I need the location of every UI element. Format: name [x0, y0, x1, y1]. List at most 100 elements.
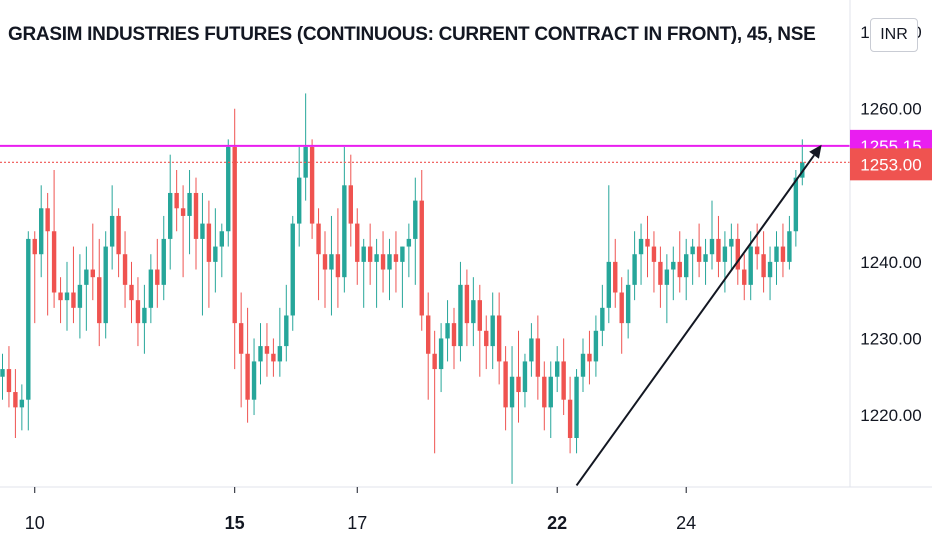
candle — [529, 323, 534, 377]
candle — [374, 238, 379, 308]
candle-body — [677, 261, 682, 278]
candle — [754, 223, 760, 270]
candle — [580, 338, 586, 393]
candle-body — [290, 223, 295, 316]
candle — [703, 238, 708, 285]
price-tick-label: 1230.00 — [860, 329, 921, 348]
candle-body — [574, 376, 579, 438]
candle-body — [271, 353, 276, 362]
candle — [632, 231, 637, 301]
candle — [464, 269, 470, 347]
candle-body — [32, 238, 37, 255]
candle — [593, 315, 599, 377]
candle — [19, 384, 25, 431]
candle-body — [651, 246, 657, 262]
candle-body — [464, 284, 470, 324]
candle-body — [793, 177, 799, 232]
candle — [742, 254, 747, 301]
candle — [542, 361, 547, 431]
candle-body — [703, 254, 708, 262]
candle-body — [561, 361, 566, 400]
candle-body — [754, 246, 760, 255]
candle — [438, 323, 444, 393]
candle-body — [664, 269, 670, 285]
candle — [277, 307, 283, 377]
candle-body — [193, 192, 199, 239]
candle — [51, 169, 57, 308]
candle-body — [97, 277, 102, 324]
candle — [658, 246, 663, 308]
candle — [735, 223, 740, 285]
candle-body — [232, 147, 237, 324]
candle-body — [13, 392, 18, 408]
candle-body — [400, 246, 405, 262]
candle-body — [722, 246, 728, 262]
candle — [180, 185, 186, 278]
time-tick-label: 10 — [25, 513, 45, 533]
candle-body — [387, 254, 392, 270]
candle — [39, 185, 44, 278]
candle-body — [361, 246, 366, 262]
candle — [677, 231, 682, 293]
candle-body — [45, 208, 50, 232]
currency-button[interactable]: INR — [870, 18, 918, 52]
candle — [122, 231, 128, 308]
candle-body — [251, 361, 257, 400]
candle-body — [342, 185, 347, 278]
candle — [400, 246, 405, 308]
candle — [245, 307, 250, 423]
candle-body — [142, 307, 147, 324]
candle-body — [258, 346, 263, 362]
candle-body — [445, 323, 450, 339]
candle-body — [555, 361, 560, 377]
candle-body — [432, 353, 437, 370]
trendline[interactable] — [575, 154, 815, 487]
candle-body — [684, 254, 689, 278]
candle-body — [64, 292, 70, 301]
candle — [555, 346, 560, 393]
candle-body — [367, 246, 373, 262]
candle — [774, 231, 779, 285]
candle — [297, 147, 302, 247]
candle-body — [187, 192, 192, 216]
candle — [45, 192, 50, 316]
candle — [767, 246, 773, 301]
candle-body — [168, 192, 173, 239]
candle — [587, 330, 592, 385]
candle — [535, 315, 541, 400]
candle-body — [567, 399, 573, 438]
candle-body — [84, 269, 89, 285]
candle — [0, 353, 5, 400]
candle-body — [542, 376, 547, 408]
candle-body — [309, 147, 315, 224]
candle-body — [496, 315, 502, 362]
candle-body — [90, 269, 95, 278]
candle-body — [638, 238, 644, 255]
candle-body — [548, 376, 553, 408]
time-tick-label: 22 — [547, 513, 567, 533]
candle-body — [39, 208, 44, 255]
candle-body — [742, 269, 747, 285]
candle-body — [148, 269, 154, 308]
candle — [387, 238, 392, 301]
candle-body — [322, 254, 328, 270]
current-price-label: 1253.00 — [850, 148, 932, 181]
candle-body — [580, 353, 586, 377]
candle — [213, 208, 218, 293]
candle-body — [625, 284, 631, 324]
candle — [490, 292, 495, 370]
candle — [664, 254, 670, 324]
time-axis[interactable]: 10 15 17 22 24 — [25, 487, 696, 533]
candle — [290, 215, 295, 331]
candle — [258, 323, 263, 385]
candle — [348, 154, 353, 247]
candle — [32, 231, 37, 324]
candle-body — [122, 254, 128, 285]
candle-body — [58, 292, 63, 301]
candle-body — [316, 223, 321, 255]
candle-body — [535, 338, 541, 377]
candle — [251, 338, 257, 416]
candle — [77, 254, 83, 339]
